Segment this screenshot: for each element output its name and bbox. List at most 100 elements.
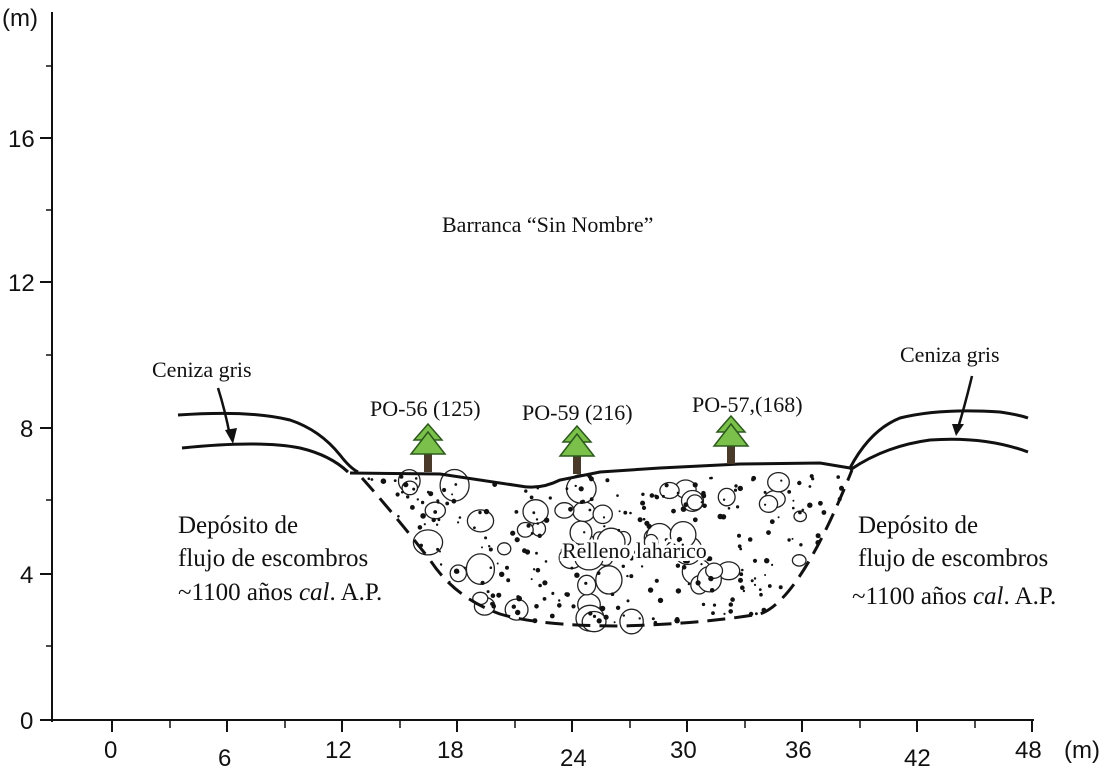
pebble [484, 536, 488, 540]
stratigraphy-lines [177, 409, 1029, 489]
pebble [752, 558, 758, 563]
pebble [737, 544, 742, 549]
pebble [532, 511, 536, 515]
pebble [717, 513, 724, 520]
sample-label-po57: PO-57,(168) [692, 392, 803, 417]
pebble [758, 588, 762, 591]
pebble [787, 490, 792, 494]
pebble [403, 482, 409, 488]
pebble [649, 493, 655, 498]
pebble [473, 526, 476, 530]
x-tick-label: 24 [560, 745, 587, 770]
pebble [695, 580, 701, 586]
pebble [728, 609, 733, 614]
boulder [466, 509, 495, 533]
pebble [615, 605, 621, 610]
tree-icon [409, 422, 447, 472]
boulder [767, 471, 790, 493]
pebble [491, 603, 497, 609]
pebble [687, 547, 691, 550]
pebble [499, 571, 505, 577]
arrow-head-icon [952, 424, 964, 436]
pebble [616, 494, 619, 497]
pebble [505, 565, 509, 570]
pebble [767, 584, 772, 588]
pebble [651, 617, 655, 621]
pebble [628, 555, 635, 561]
pebble [514, 510, 519, 514]
pebble [544, 560, 548, 563]
pebble [445, 501, 450, 506]
y-tick-label: 16 [8, 126, 35, 153]
boulder [522, 499, 549, 525]
pebble [797, 480, 802, 486]
pebble [737, 485, 743, 492]
pebble [836, 475, 840, 479]
deposit-label-left: Depósito de flujo de escombros ~1100 año… [178, 512, 382, 606]
pebble [753, 577, 757, 580]
x-tick-label: 48 [1015, 737, 1042, 764]
sample-label-po59: PO-59 (216) [522, 400, 633, 425]
pebble [792, 499, 795, 502]
pebble [751, 475, 757, 481]
pebble [496, 592, 502, 598]
pebble [406, 495, 410, 499]
pebble [579, 500, 584, 504]
tree-icon [558, 424, 596, 474]
pebble [709, 477, 712, 480]
pebble [734, 484, 738, 488]
pebble [701, 602, 706, 607]
pebble [764, 558, 770, 564]
pebble [571, 604, 576, 609]
pebble [367, 477, 371, 481]
pebble [510, 530, 516, 536]
pebble [740, 573, 744, 576]
pebble [809, 474, 814, 479]
pebble [787, 538, 791, 542]
pebble [588, 508, 592, 512]
y-tick-label: 8 [20, 416, 33, 443]
pebble [437, 518, 441, 522]
pebble [542, 597, 547, 601]
pebble [490, 593, 496, 598]
pebble [682, 558, 689, 564]
x-tick-label: 18 [437, 737, 464, 764]
pebble [395, 492, 400, 497]
deposit-left-line3: ~1100 años cal. A.P. [178, 579, 382, 606]
pebble [524, 549, 531, 555]
ash-label-right: Ceniza gris [900, 342, 1000, 367]
pebble [687, 582, 691, 586]
pebble [736, 505, 740, 509]
pebble [397, 515, 400, 518]
pebble [654, 494, 658, 498]
pebble [730, 597, 735, 602]
pebble [435, 523, 439, 526]
pebble [436, 547, 440, 551]
pebble [417, 525, 423, 530]
pebble [792, 506, 795, 510]
pebble [414, 477, 418, 480]
boulder [574, 545, 604, 571]
pebble [439, 563, 443, 566]
y-axis: (m) 0 4 8 12 16 [2, 5, 53, 735]
pebble [723, 612, 726, 616]
x-axis: 0 6 12 18 24 30 36 42 48 (m) [52, 719, 1100, 770]
pebble [524, 489, 528, 493]
pebble [535, 518, 539, 521]
pebble [564, 592, 569, 597]
pebble [511, 604, 516, 609]
pebble [439, 550, 441, 553]
pebble [548, 496, 552, 500]
pebble [537, 533, 542, 538]
pebble [737, 533, 741, 538]
pebble [613, 621, 616, 624]
pebble [755, 612, 758, 616]
pebble [563, 542, 569, 549]
pebble [451, 498, 457, 504]
pebble [458, 516, 462, 519]
pebble [808, 485, 812, 488]
boulder [496, 542, 512, 556]
pebble [578, 486, 584, 492]
pebble [766, 530, 771, 535]
